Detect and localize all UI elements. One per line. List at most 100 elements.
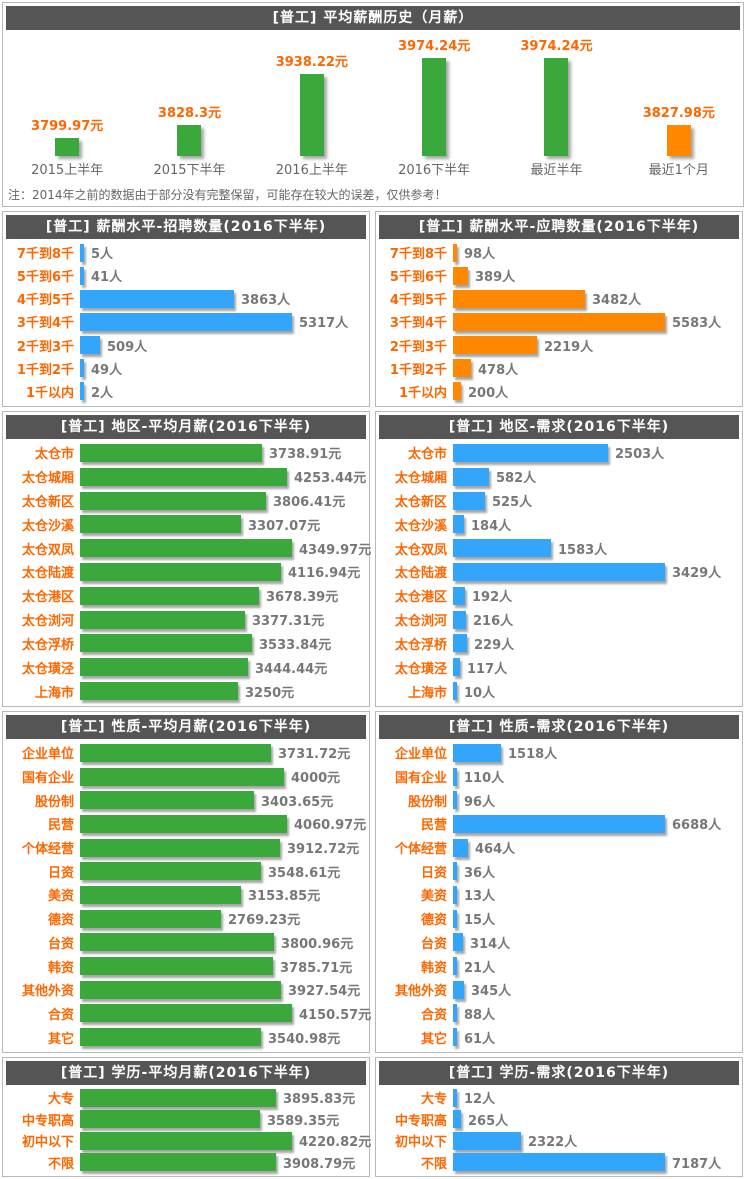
value-label: 3908.79元 (283, 1156, 356, 1172)
chart-row: 企业单位 1518人 (379, 743, 739, 762)
value-label: 3589.35元 (267, 1113, 340, 1129)
value-label: 2503人 (615, 447, 665, 463)
bar (453, 1131, 521, 1150)
bar (453, 885, 457, 904)
bar (80, 562, 281, 581)
bar (80, 980, 281, 999)
bar (453, 491, 485, 510)
bar (453, 443, 608, 462)
category-label: 上海市 (34, 685, 74, 701)
bar (80, 909, 221, 928)
bar-area: 3799.97元 (31, 34, 103, 156)
chart-row: 3千到4千 5317人 (6, 312, 366, 331)
history-column: 3799.97元 2015上半年 (6, 34, 128, 183)
bar (453, 1088, 457, 1107)
category-label: 初中以下 (21, 1135, 74, 1151)
category-label: 太仓沙溪 (21, 518, 74, 534)
value-label: 509人 (107, 339, 148, 355)
bar (453, 658, 460, 677)
category-label: 大专 (47, 1092, 74, 1108)
value-label: 3678.39元 (266, 590, 339, 606)
value-label: 3738.91元 (269, 447, 342, 463)
bar (80, 359, 84, 378)
chart-row: 太仓市 2503人 (379, 443, 739, 462)
bar (453, 838, 468, 857)
chart-row: 1千到2千 478人 (379, 359, 739, 378)
bar (80, 658, 248, 677)
bar (453, 359, 471, 378)
bar (453, 382, 461, 401)
category-label: 台资 (47, 936, 74, 952)
value-label: 4220.82元 (299, 1135, 372, 1151)
history-column: 3974.24元 最近半年 (495, 34, 617, 183)
value-label: 3429人 (672, 566, 722, 582)
chart-row: 4千到5千 3482人 (379, 289, 739, 308)
category-label: 7千到8千 (389, 247, 447, 263)
value-label: 2769.23元 (228, 913, 301, 929)
chart-row: 其它 61人 (379, 1028, 739, 1047)
value-label: 110人 (464, 771, 505, 787)
value-label: 5583人 (672, 316, 722, 332)
value-label: 41人 (91, 270, 123, 286)
chart-row: 太仓新区 525人 (379, 491, 739, 510)
bar (80, 1153, 276, 1172)
category-label: 民营 (420, 818, 447, 834)
value-label: 4349.97元 (299, 542, 372, 558)
panel-title: [普工] 薪酬水平-招聘数量(2016下半年) (6, 215, 366, 239)
category-label: 太仓璜泾 (394, 661, 447, 677)
bar (80, 838, 280, 857)
panel-title: [普工] 学历-平均月薪(2016下半年) (6, 1061, 366, 1085)
value-label: 21人 (464, 960, 496, 976)
value-label: 525人 (492, 495, 533, 511)
category-label: 不限 (47, 1156, 74, 1172)
bar (80, 336, 100, 355)
chart-row: 初中以下 4220.82元 (6, 1131, 371, 1151)
history-bar (177, 125, 202, 156)
chart-row: 国有企业 4000元 (6, 767, 366, 786)
bar (453, 1110, 461, 1129)
history-bar (544, 58, 569, 156)
category-label: 其他外资 (394, 984, 447, 1000)
panel-region-avg-salary: [普工] 地区-平均月薪(2016下半年) 太仓市 3738.91元 太仓城厢 4253… (2, 411, 371, 707)
chart-row: 太仓双凤 4349.97元 (6, 539, 371, 558)
chart-row: 太仓浮桥 229人 (379, 634, 739, 653)
category-label: 企业单位 (21, 747, 74, 763)
category-label: 中专职高 (394, 1113, 447, 1129)
chart-row: 美资 13人 (379, 885, 739, 904)
history-bar (422, 58, 447, 156)
bar-value-label: 3827.98元 (642, 106, 715, 121)
bar (453, 336, 537, 355)
history-column: 3828.3元 2015下半年 (128, 34, 250, 183)
category-label: 民营 (47, 818, 74, 834)
value-label: 2219人 (544, 339, 594, 355)
chart-row: 太仓新区 3806.41元 (6, 491, 366, 510)
chart-row: 7千到8千 98人 (379, 243, 739, 262)
bar (80, 515, 241, 534)
bar (453, 1153, 665, 1172)
bar-value-label: 3974.24元 (520, 39, 593, 54)
value-label: 3307.07元 (248, 518, 321, 534)
bar (80, 382, 84, 401)
value-label: 7187人 (672, 1156, 722, 1172)
chart-row: 太仓沙溪 3307.07元 (6, 515, 366, 534)
value-label: 3895.83元 (283, 1092, 356, 1108)
value-label: 4116.94元 (288, 566, 361, 582)
value-label: 3153.85元 (248, 889, 321, 905)
chart-row: 太仓浮桥 3533.84元 (6, 634, 366, 653)
value-label: 3250元 (245, 685, 295, 701)
chart-row: 太仓陆渡 3429人 (379, 562, 739, 581)
panel-title: [普工] 性质-需求(2016下半年) (379, 715, 739, 739)
value-label: 582人 (496, 471, 537, 487)
value-label: 3785.71元 (280, 960, 353, 976)
bar (80, 266, 84, 285)
chart-row: 2千到3千 2219人 (379, 336, 739, 355)
category-label: 韩资 (47, 960, 74, 976)
value-label: 96人 (464, 794, 496, 810)
value-label: 314人 (470, 936, 511, 952)
chart-row: 太仓璜泾 117人 (379, 658, 739, 677)
panel-nature-demand: [普工] 性质-需求(2016下半年) 企业单位 1518人 国有企业 110人 股份制 9… (375, 711, 743, 1053)
value-label: 4000元 (291, 771, 341, 787)
value-label: 216人 (473, 614, 514, 630)
chart-row: 太仓港区 192人 (379, 586, 739, 605)
category-label: 2千到3千 (389, 339, 447, 355)
